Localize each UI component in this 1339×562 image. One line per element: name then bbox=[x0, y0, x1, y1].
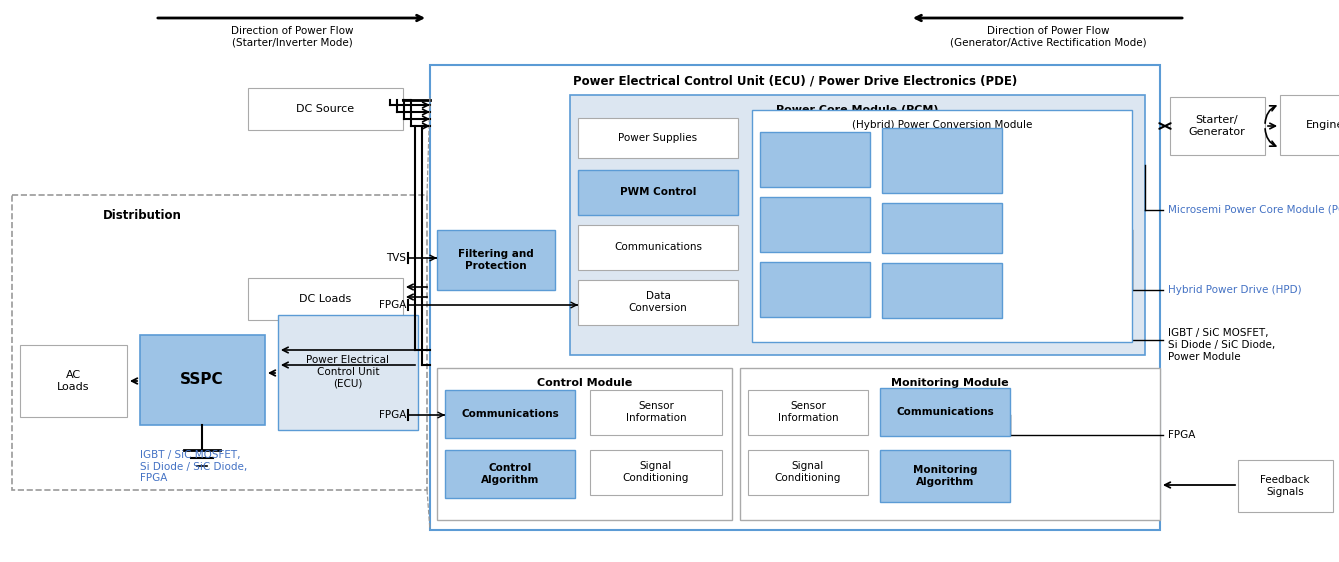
Text: Isolation /
Protection: Isolation / Protection bbox=[786, 148, 844, 170]
Text: Data
Conversion: Data Conversion bbox=[628, 291, 687, 313]
Bar bbox=[880, 388, 1010, 436]
Text: Distribution: Distribution bbox=[103, 209, 182, 222]
Bar bbox=[578, 118, 738, 158]
Bar bbox=[1170, 97, 1265, 155]
Text: Power Core Module (PCM): Power Core Module (PCM) bbox=[777, 105, 939, 115]
Text: TVS: TVS bbox=[386, 253, 406, 263]
Text: Sensor
Feedback: Sensor Feedback bbox=[789, 278, 841, 300]
Bar bbox=[248, 88, 403, 130]
Bar bbox=[749, 450, 868, 495]
Bar bbox=[20, 345, 127, 417]
Bar bbox=[578, 225, 738, 270]
Text: IGBT / SiC MOSFET,
Si Diode / SiC Diode,
Power Module: IGBT / SiC MOSFET, Si Diode / SiC Diode,… bbox=[1168, 328, 1275, 361]
Bar bbox=[445, 450, 574, 498]
Text: FPGA: FPGA bbox=[379, 300, 406, 310]
Bar bbox=[279, 315, 418, 430]
Text: Direction of Power Flow
(Starter/Inverter Mode): Direction of Power Flow (Starter/Inverte… bbox=[230, 26, 353, 48]
Bar bbox=[740, 368, 1160, 520]
Text: SSPC: SSPC bbox=[181, 373, 224, 388]
Bar bbox=[761, 197, 870, 252]
Bar bbox=[882, 203, 1002, 253]
Bar bbox=[590, 450, 722, 495]
Text: IGBT / SiC MOSFET,
Si Diode / SiC Diode,
FPGA: IGBT / SiC MOSFET, Si Diode / SiC Diode,… bbox=[141, 450, 248, 483]
Text: FPGA: FPGA bbox=[1168, 430, 1196, 440]
Text: Communications: Communications bbox=[896, 407, 994, 417]
Text: Power Supplies: Power Supplies bbox=[619, 133, 698, 143]
Bar bbox=[590, 390, 722, 435]
Bar bbox=[141, 335, 265, 425]
Text: PWM Control: PWM Control bbox=[620, 187, 696, 197]
Bar bbox=[1280, 95, 1339, 155]
Bar bbox=[880, 450, 1010, 502]
Text: DC Loads: DC Loads bbox=[299, 294, 351, 304]
Text: Engine: Engine bbox=[1306, 120, 1339, 130]
Text: Three Phase
Drive: Three Phase Drive bbox=[908, 217, 976, 239]
Bar bbox=[882, 128, 1002, 193]
Bar bbox=[578, 280, 738, 325]
Text: Control Module: Control Module bbox=[537, 378, 632, 388]
Bar bbox=[761, 262, 870, 317]
Text: AC
Loads: AC Loads bbox=[56, 370, 90, 392]
Text: Signal
Conditioning: Signal Conditioning bbox=[623, 461, 690, 483]
Text: Monitoring Module: Monitoring Module bbox=[892, 378, 1008, 388]
Text: Sensor
Information: Sensor Information bbox=[778, 401, 838, 423]
Text: Power
Dissipation or
Regeneration: Power Dissipation or Regeneration bbox=[905, 145, 979, 175]
Bar bbox=[12, 195, 427, 490]
Text: Communications: Communications bbox=[461, 409, 558, 419]
Bar bbox=[578, 170, 738, 215]
Text: Power Electrical Control Unit (ECU) / Power Drive Electronics (PDE): Power Electrical Control Unit (ECU) / Po… bbox=[573, 75, 1018, 88]
Text: Monitoring
Algorithm: Monitoring Algorithm bbox=[913, 465, 977, 487]
Bar bbox=[570, 95, 1145, 355]
Text: Control
Algorithm: Control Algorithm bbox=[481, 463, 540, 485]
Text: (Hybrid) Power Conversion Module: (Hybrid) Power Conversion Module bbox=[852, 120, 1032, 130]
Bar bbox=[248, 278, 403, 320]
Text: Sensor
Information: Sensor Information bbox=[625, 401, 687, 423]
Text: Solenoid
Drive: Solenoid Drive bbox=[919, 279, 965, 301]
Bar bbox=[753, 110, 1131, 342]
Bar bbox=[882, 263, 1002, 318]
Text: Feedback
Signals: Feedback Signals bbox=[1260, 475, 1310, 497]
Bar bbox=[445, 390, 574, 438]
Bar bbox=[1239, 460, 1334, 512]
Text: Power
Supplies: Power Supplies bbox=[791, 213, 838, 235]
Bar bbox=[749, 390, 868, 435]
Bar bbox=[437, 368, 732, 520]
Text: Communications: Communications bbox=[615, 242, 702, 252]
Text: Microsemi Power Core Module (PCM): Microsemi Power Core Module (PCM) bbox=[1168, 205, 1339, 215]
Text: FPGA: FPGA bbox=[379, 410, 406, 420]
Bar bbox=[437, 230, 554, 290]
Text: Hybrid Power Drive (HPD): Hybrid Power Drive (HPD) bbox=[1168, 285, 1302, 295]
Text: Signal
Conditioning: Signal Conditioning bbox=[775, 461, 841, 483]
Text: Starter/
Generator: Starter/ Generator bbox=[1189, 115, 1245, 137]
Text: DC Source: DC Source bbox=[296, 104, 353, 114]
Bar bbox=[430, 65, 1160, 530]
Bar bbox=[761, 132, 870, 187]
Text: Filtering and
Protection: Filtering and Protection bbox=[458, 249, 534, 271]
Text: Power Electrical
Control Unit
(ECU): Power Electrical Control Unit (ECU) bbox=[307, 355, 390, 388]
Text: Direction of Power Flow
(Generator/Active Rectification Mode): Direction of Power Flow (Generator/Activ… bbox=[949, 26, 1146, 48]
